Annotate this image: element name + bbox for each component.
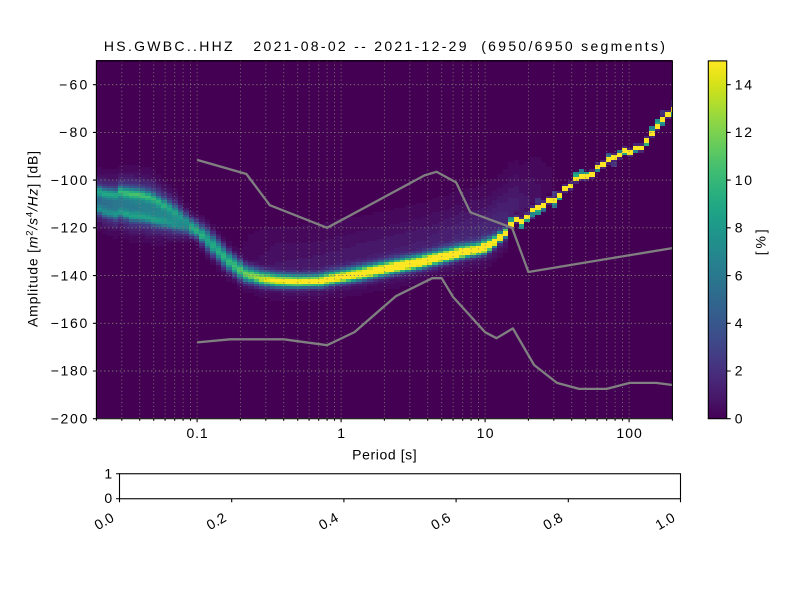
svg-text:2: 2	[735, 363, 743, 379]
svg-text:100: 100	[616, 425, 642, 441]
svg-text:0: 0	[735, 410, 743, 426]
svg-text:−100: −100	[51, 172, 88, 188]
svg-text:−200: −200	[51, 410, 88, 426]
svg-text:HS.GWBC..HHZ 2021-08-02 -- 2: HS.GWBC..HHZ 2021-08-02 -- 2021-12-29 (6…	[104, 38, 665, 54]
svg-text:0: 0	[104, 490, 112, 506]
svg-text:14: 14	[735, 76, 753, 92]
svg-text:8: 8	[735, 220, 743, 236]
svg-text:−140: −140	[51, 267, 88, 283]
svg-text:10: 10	[477, 425, 494, 441]
svg-text:−60: −60	[59, 76, 87, 92]
svg-text:−180: −180	[51, 363, 88, 379]
svg-text:−120: −120	[51, 220, 88, 236]
svg-text:6: 6	[735, 267, 743, 283]
svg-text:−80: −80	[59, 124, 87, 140]
svg-text:Period [s]: Period [s]	[352, 447, 417, 463]
svg-text:0.1: 0.1	[187, 425, 208, 441]
svg-text:4: 4	[735, 315, 743, 331]
svg-text:1: 1	[337, 425, 345, 441]
svg-text:−160: −160	[51, 315, 88, 331]
svg-text:10: 10	[735, 172, 753, 188]
svg-text:1: 1	[104, 465, 112, 481]
svg-text:Amplitude [m2/s4/Hz] [dB]: Amplitude [m2/s4/Hz] [dB]	[25, 151, 41, 327]
svg-text:12: 12	[735, 124, 753, 140]
